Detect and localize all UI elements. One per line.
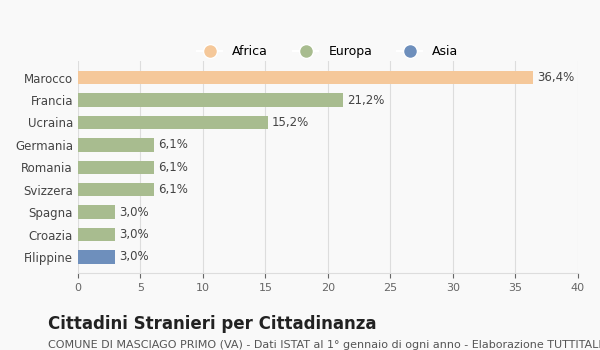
Bar <box>78 116 268 129</box>
Text: 6,1%: 6,1% <box>158 161 188 174</box>
Text: 3,0%: 3,0% <box>119 228 149 241</box>
Bar <box>78 161 154 174</box>
Bar <box>78 183 154 196</box>
Text: 15,2%: 15,2% <box>272 116 309 129</box>
Bar <box>78 205 115 219</box>
Bar <box>78 71 533 84</box>
Bar <box>78 138 154 152</box>
Text: COMUNE DI MASCIAGO PRIMO (VA) - Dati ISTAT al 1° gennaio di ogni anno - Elaboraz: COMUNE DI MASCIAGO PRIMO (VA) - Dati IST… <box>48 340 600 350</box>
Text: 36,4%: 36,4% <box>536 71 574 84</box>
Text: Cittadini Stranieri per Cittadinanza: Cittadini Stranieri per Cittadinanza <box>48 315 377 333</box>
Text: 6,1%: 6,1% <box>158 183 188 196</box>
Legend: Africa, Europa, Asia: Africa, Europa, Asia <box>193 40 463 63</box>
Text: 3,0%: 3,0% <box>119 205 149 219</box>
Text: 21,2%: 21,2% <box>347 93 384 106</box>
Bar <box>78 228 115 241</box>
Text: 3,0%: 3,0% <box>119 250 149 264</box>
Bar <box>78 93 343 107</box>
Bar <box>78 250 115 264</box>
Text: 6,1%: 6,1% <box>158 138 188 151</box>
